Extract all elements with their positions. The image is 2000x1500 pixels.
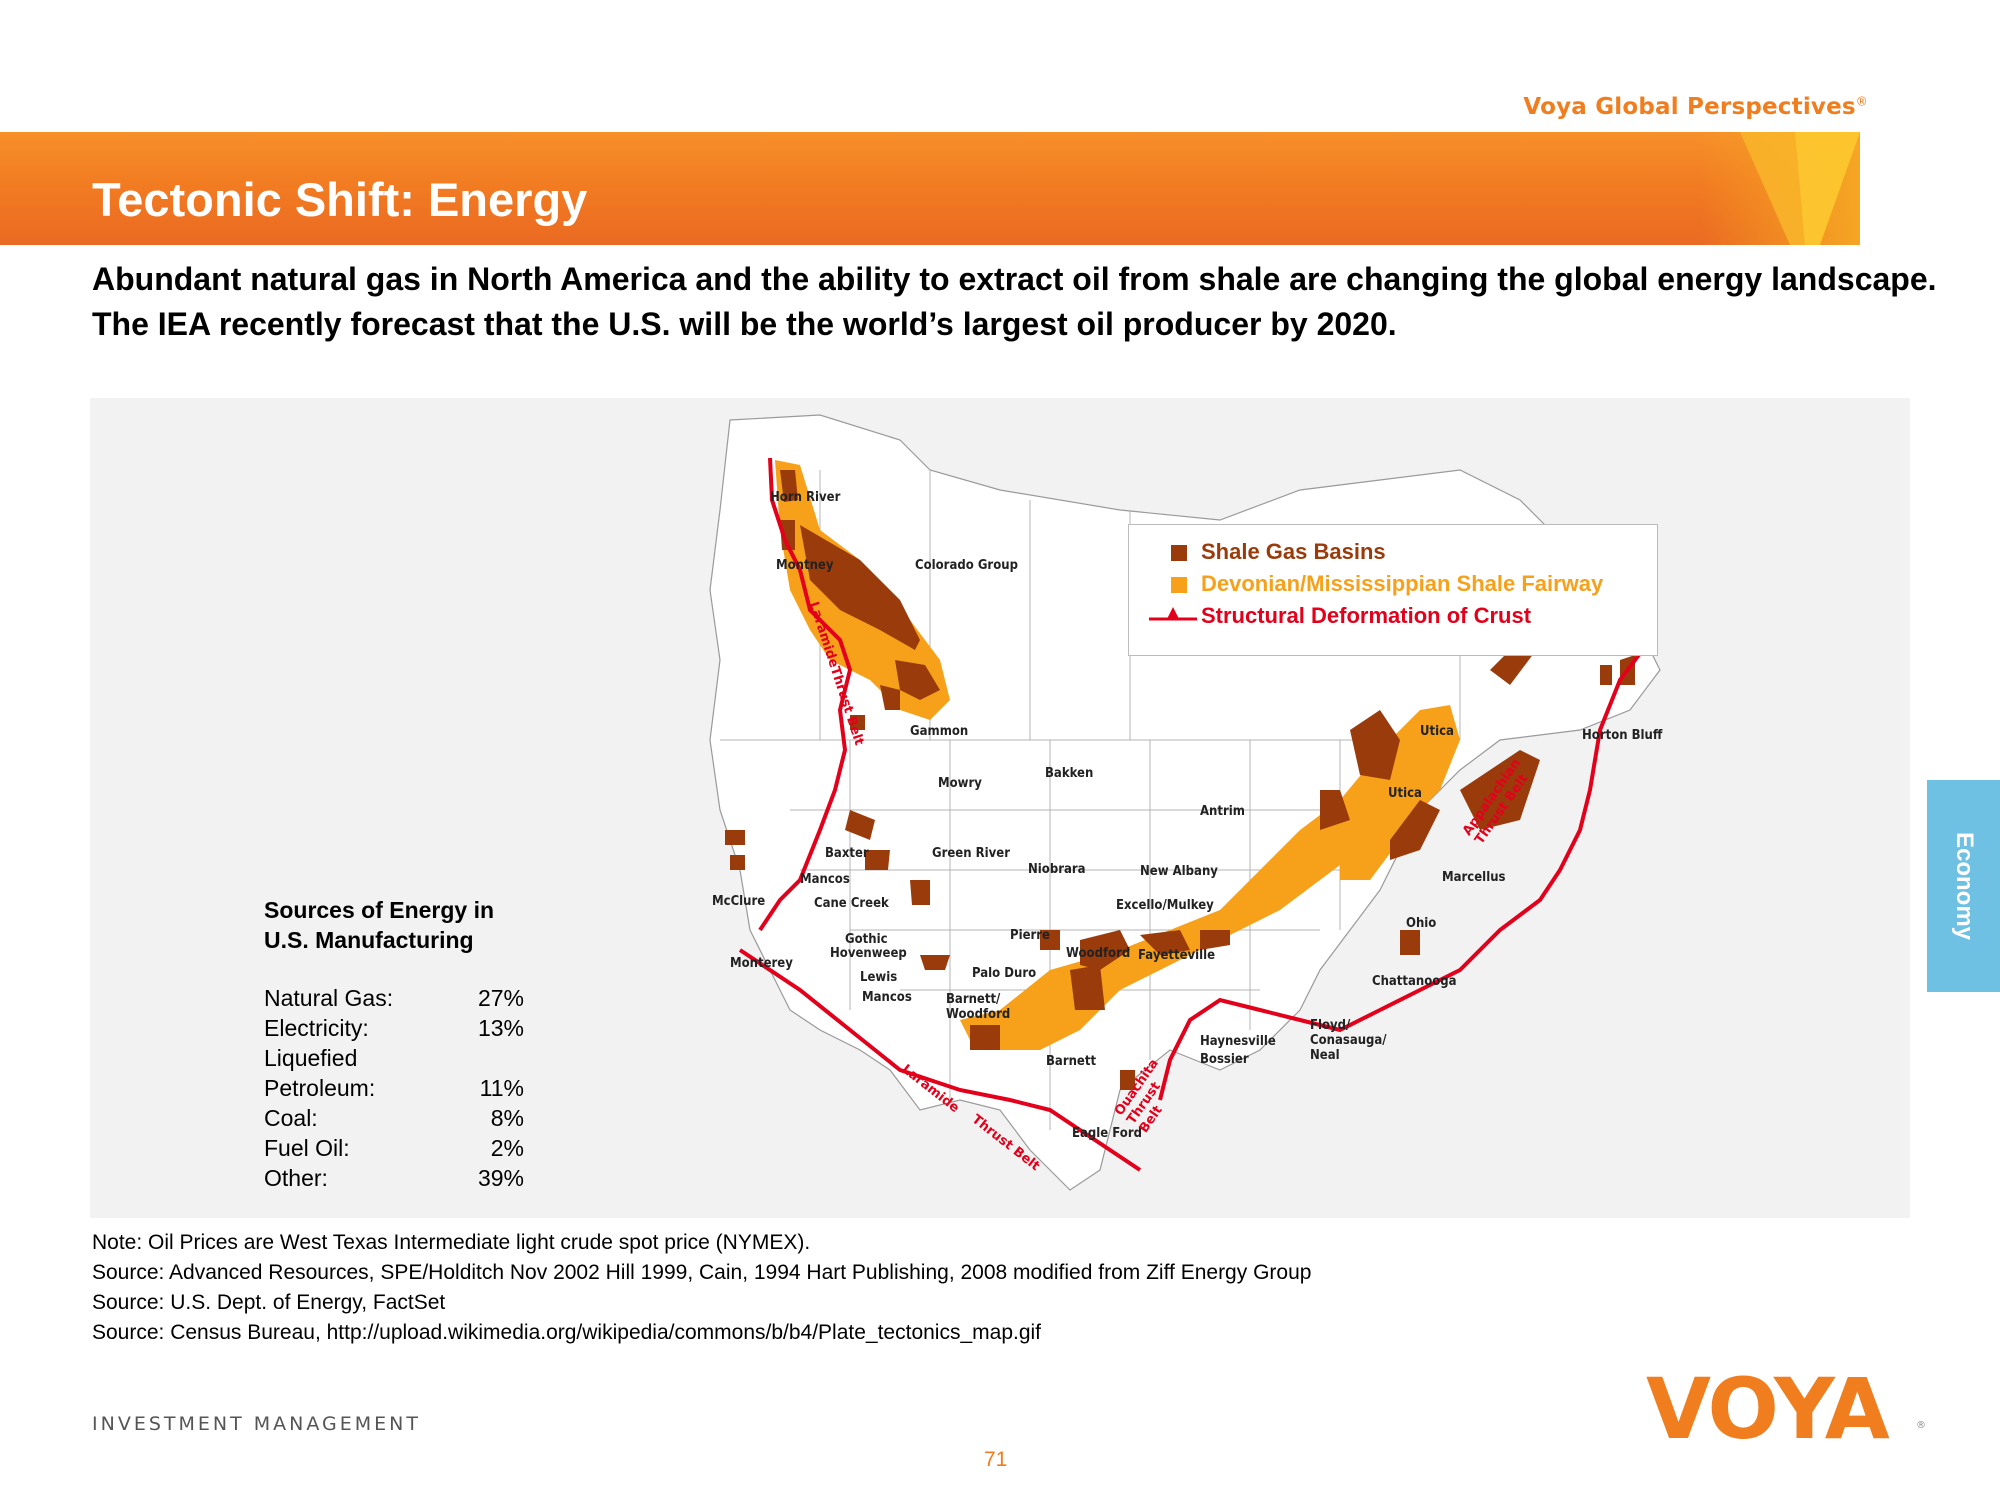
energy-row: Other: 39%	[264, 1163, 524, 1193]
label-colorado-group: Colorado Group	[915, 558, 1018, 573]
energy-row: Liquefied	[264, 1043, 524, 1073]
label-gammon: Gammon	[910, 724, 969, 739]
energy-sources-table: Sources of Energy in U.S. Manufacturing …	[264, 895, 524, 1193]
label-floyd: Floyd/ Conasauga/ Neal	[1310, 1018, 1387, 1063]
label-utica-north: Utica	[1420, 724, 1454, 739]
label-baxter: Baxter	[825, 846, 869, 861]
logo-registered-mark: ®	[1916, 1420, 1926, 1431]
investment-management-label: INVESTMENT MANAGEMENT	[92, 1413, 421, 1435]
label-fayetteville: Fayetteville	[1138, 948, 1216, 963]
energy-value: 13%	[477, 1015, 524, 1041]
shale-basin-swatch	[1171, 545, 1187, 561]
label-antrim: Antrim	[1200, 804, 1245, 819]
label-niobrara: Niobrara	[1028, 862, 1086, 877]
energy-label: Coal:	[264, 1105, 318, 1131]
legend-shale-label: Shale Gas Basins	[1201, 539, 1386, 564]
label-ohio: Ohio	[1406, 916, 1437, 931]
energy-value: 2%	[490, 1135, 524, 1161]
source-line: Source: Advanced Resources, SPE/Holditch…	[92, 1261, 1312, 1284]
thrust-belt-icon	[1149, 607, 1197, 621]
energy-row: Petroleum: 11%	[264, 1073, 524, 1103]
label-hovenweep: Hovenweep	[830, 946, 907, 961]
title-banner	[0, 132, 1860, 245]
thrust-belts	[738, 457, 1652, 1172]
label-mancos-south: Mancos	[862, 990, 912, 1005]
label-horton-bluff: Horton Bluff	[1582, 728, 1663, 743]
map-legend: Shale Gas Basins Devonian/Mississippian …	[1128, 524, 1658, 656]
energy-label: Natural Gas:	[264, 985, 394, 1011]
energy-row: Natural Gas: 27%	[264, 983, 524, 1013]
economy-section-tab[interactable]: Economy	[1927, 780, 2000, 992]
page-number: 71	[984, 1448, 1008, 1471]
energy-label: Fuel Oil:	[264, 1135, 350, 1161]
brand-name: Voya Global Perspectives	[1523, 94, 1856, 120]
label-palo-duro: Palo Duro	[972, 966, 1037, 981]
energy-label: Other:	[264, 1165, 328, 1191]
label-bossier: Bossier	[1200, 1052, 1249, 1067]
label-lewis: Lewis	[860, 970, 898, 985]
label-mcclure: McClure	[712, 894, 766, 909]
label-new-albany: New Albany	[1140, 864, 1218, 879]
label-horn-river: Horn River	[770, 490, 841, 505]
legend-deformation-label: Structural Deformation of Crust	[1201, 603, 1532, 628]
energy-value: 27%	[477, 985, 524, 1011]
voya-logo: VOYA	[1646, 1360, 1890, 1458]
label-montney: Montney	[776, 558, 834, 573]
label-monterey: Monterey	[730, 956, 793, 971]
label-barnett-woodford: Barnett/ Woodford	[946, 992, 1011, 1022]
label-haynesville: Haynesville	[1200, 1034, 1276, 1049]
label-mowry: Mowry	[938, 776, 982, 791]
energy-row: Fuel Oil: 2%	[264, 1133, 524, 1163]
label-eagle-ford: Eagle Ford	[1072, 1126, 1142, 1141]
label-cane-creek: Cane Creek	[814, 896, 889, 911]
lead-paragraph: Abundant natural gas in North America an…	[92, 261, 1937, 342]
energy-label: Liquefied	[264, 1045, 358, 1071]
label-pierre: Pierre	[1010, 928, 1051, 943]
brand-registered-mark: ®	[1855, 94, 1868, 109]
energy-label: Petroleum:	[264, 1075, 376, 1101]
label-green-river: Green River	[932, 846, 1011, 861]
label-marcellus: Marcellus	[1442, 870, 1506, 885]
energy-sources-title: Sources of Energy in U.S. Manufacturing	[264, 897, 495, 953]
fairway-swatch	[1171, 577, 1187, 593]
economy-tab-label: Economy	[1950, 831, 1978, 941]
label-utica-south: Utica	[1388, 786, 1422, 801]
shale-gas-basins	[725, 470, 1635, 1090]
shale-map: Shale Gas Basins Devonian/Mississippian …	[700, 410, 1700, 1210]
energy-row: Coal: 8%	[264, 1103, 524, 1133]
energy-row: Electricity: 13%	[264, 1013, 524, 1043]
energy-value: 11%	[479, 1075, 524, 1101]
banner-chevron-icon	[1740, 132, 1860, 245]
label-mancos: Mancos	[800, 872, 850, 887]
label-bakken: Bakken	[1045, 766, 1094, 781]
source-notes: Note: Oil Prices are West Texas Intermed…	[92, 1228, 1792, 1348]
page-title: Tectonic Shift: Energy	[92, 173, 588, 226]
energy-value: 39%	[477, 1165, 524, 1191]
note-line: Note: Oil Prices are West Texas Intermed…	[92, 1231, 811, 1254]
label-chattanooga: Chattanooga	[1372, 974, 1457, 989]
label-woodford: Woodford	[1066, 946, 1131, 961]
energy-label: Electricity:	[264, 1015, 369, 1041]
label-excello-mulkey: Excello/Mulkey	[1116, 898, 1214, 913]
source-line: Source: U.S. Dept. of Energy, FactSet	[92, 1291, 446, 1314]
energy-value: 8%	[490, 1105, 524, 1131]
source-line: Source: Census Bureau, http://upload.wik…	[92, 1321, 1042, 1344]
label-gothic: Gothic	[845, 932, 888, 947]
label-barnett: Barnett	[1046, 1054, 1097, 1069]
legend-fairway-label: Devonian/Mississippian Shale Fairway	[1201, 571, 1604, 596]
brand-header: Voya Global Perspectives®	[1523, 94, 1868, 120]
